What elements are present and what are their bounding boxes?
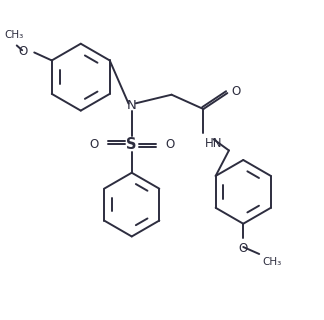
Text: O: O: [238, 242, 248, 255]
Text: O: O: [231, 85, 240, 98]
Text: N: N: [127, 99, 137, 112]
Text: CH₃: CH₃: [262, 257, 282, 267]
Text: O: O: [165, 138, 174, 151]
Text: O: O: [18, 45, 27, 58]
Text: HN: HN: [205, 137, 223, 150]
Text: CH₃: CH₃: [5, 30, 24, 40]
Text: S: S: [126, 137, 137, 152]
Text: O: O: [89, 138, 98, 151]
